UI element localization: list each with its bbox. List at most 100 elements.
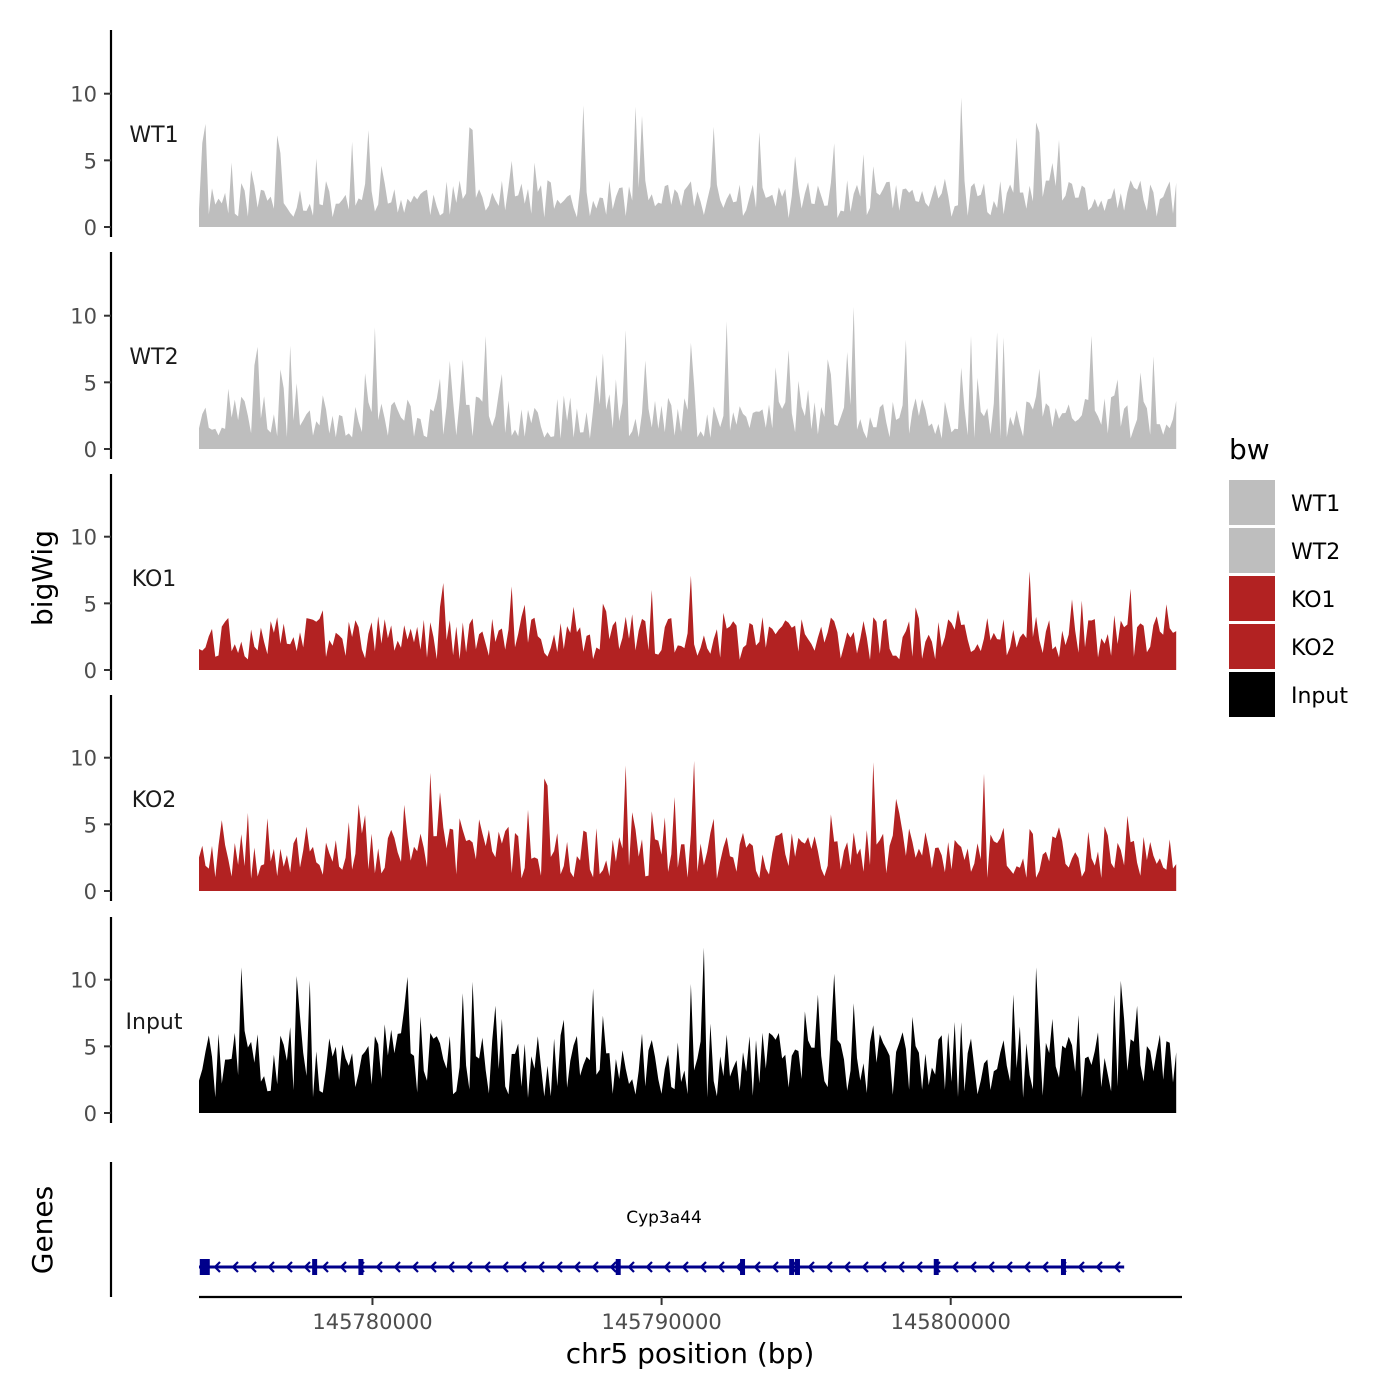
strand-arrow	[1077, 1261, 1085, 1273]
x-tick-label: 145780000	[312, 1310, 432, 1334]
y-tick-label: 10	[70, 747, 97, 771]
y-tick-label: 5	[84, 149, 97, 173]
gene-exon	[740, 1259, 746, 1275]
strand-arrow	[339, 1261, 347, 1273]
strand-arrow	[645, 1261, 653, 1273]
y-tick-label: 0	[84, 1102, 97, 1126]
strand-arrow	[681, 1261, 689, 1273]
strand-arrow	[753, 1261, 761, 1273]
strand-arrow	[1041, 1261, 1049, 1273]
strand-arrow	[411, 1261, 419, 1273]
strand-arrow	[807, 1261, 815, 1273]
genes-axis-title: Genes	[26, 1186, 59, 1274]
strand-arrow	[249, 1261, 257, 1273]
strand-arrow	[987, 1261, 995, 1273]
gene-exon	[199, 1259, 210, 1275]
y-tick-label: 0	[84, 438, 97, 462]
y-tick-label: 10	[70, 83, 97, 107]
y-tick-label: 5	[84, 371, 97, 395]
legend-label: KO2	[1291, 636, 1336, 661]
strand-arrow	[1023, 1261, 1031, 1273]
legend-label: Input	[1291, 684, 1348, 709]
legend: bw WT1 WT2 KO1 KO2 Input	[1229, 433, 1348, 717]
signal-area-wt1	[199, 97, 1177, 227]
legend-swatch	[1229, 480, 1275, 525]
strand-arrow	[429, 1261, 437, 1273]
track-input: 0 5 10 Input	[70, 917, 1177, 1126]
strand-arrow	[393, 1261, 401, 1273]
legend-swatch	[1229, 528, 1275, 573]
y-tick-label: 10	[70, 526, 97, 550]
legend-label: KO1	[1291, 588, 1336, 613]
legend-entries: WT1 WT2 KO1 KO2 Input	[1229, 480, 1348, 717]
strand-arrow	[1059, 1261, 1067, 1273]
strand-arrow	[663, 1261, 671, 1273]
y-tick-label: 5	[84, 592, 97, 616]
track-ko1: 0 5 10 KO1	[70, 474, 1177, 683]
strand-arrow	[285, 1261, 293, 1273]
strand-arrow	[609, 1261, 617, 1273]
strand-arrow	[573, 1261, 581, 1273]
y-axis-title: bigWig	[26, 530, 59, 626]
y-tick-label: 0	[84, 216, 97, 240]
y-tick-label: 10	[70, 305, 97, 329]
bigwig-tracks: 0 5 10 WT1 0 5 10 WT2 0 5 10 KO1 0 5 10 KO2 0 5 10 Input	[70, 30, 1177, 1126]
strand-arrow	[933, 1261, 941, 1273]
strand-arrow	[231, 1261, 239, 1273]
gene-track: Genes Cyp3a44	[26, 1162, 1125, 1297]
strand-arrow	[501, 1261, 509, 1273]
track-label: Input	[126, 1010, 183, 1035]
legend-swatch	[1229, 672, 1275, 717]
y-tick-label: 5	[84, 813, 97, 837]
strand-arrow	[303, 1261, 311, 1273]
track-wt1: 0 5 10 WT1	[70, 30, 1177, 240]
strand-arrow	[825, 1261, 833, 1273]
strand-arrow	[951, 1261, 959, 1273]
gene-label: Cyp3a44	[626, 1208, 702, 1228]
signal-area-ko1	[199, 571, 1177, 670]
legend-label: WT1	[1291, 492, 1340, 517]
strand-arrow	[699, 1261, 707, 1273]
x-tick-label: 145800000	[891, 1310, 1011, 1334]
legend-label: WT2	[1291, 540, 1340, 565]
strand-arrow	[915, 1261, 923, 1273]
track-wt2: 0 5 10 WT2	[70, 252, 1177, 462]
strand-arrow	[213, 1261, 221, 1273]
strand-arrow	[897, 1261, 905, 1273]
strand-arrow	[1095, 1261, 1103, 1273]
strand-arrow	[555, 1261, 563, 1273]
signal-area-input	[199, 947, 1177, 1113]
signal-area-wt2	[199, 307, 1177, 449]
gene-model	[199, 1259, 1125, 1275]
strand-arrow	[465, 1261, 473, 1273]
track-label: WT1	[129, 123, 178, 148]
y-tick-label: 0	[84, 880, 97, 904]
y-tick-label: 0	[84, 659, 97, 683]
gene-exon	[1060, 1259, 1066, 1275]
strand-arrow	[843, 1261, 851, 1273]
gene-exon	[358, 1259, 364, 1275]
strand-arrow	[321, 1261, 329, 1273]
strand-arrow	[447, 1261, 455, 1273]
signal-area-ko2	[199, 760, 1177, 891]
strand-arrow	[771, 1261, 779, 1273]
strand-arrow	[627, 1261, 635, 1273]
strand-arrow	[483, 1261, 491, 1273]
strand-arrow	[1005, 1261, 1013, 1273]
strand-arrow	[519, 1261, 527, 1273]
strand-arrow	[969, 1261, 977, 1273]
strand-arrow	[861, 1261, 869, 1273]
y-tick-label: 5	[84, 1035, 97, 1059]
track-ko2: 0 5 10 KO2	[70, 695, 1177, 904]
track-label: KO2	[132, 788, 177, 813]
strand-arrow	[375, 1261, 383, 1273]
strand-arrow	[537, 1261, 545, 1273]
strand-arrow	[1113, 1261, 1121, 1273]
strand-arrow	[267, 1261, 275, 1273]
strand-arrow	[789, 1261, 797, 1273]
strand-arrow	[735, 1261, 743, 1273]
gene-exon	[312, 1259, 318, 1275]
strand-arrow	[879, 1261, 887, 1273]
y-tick-label: 10	[70, 969, 97, 993]
